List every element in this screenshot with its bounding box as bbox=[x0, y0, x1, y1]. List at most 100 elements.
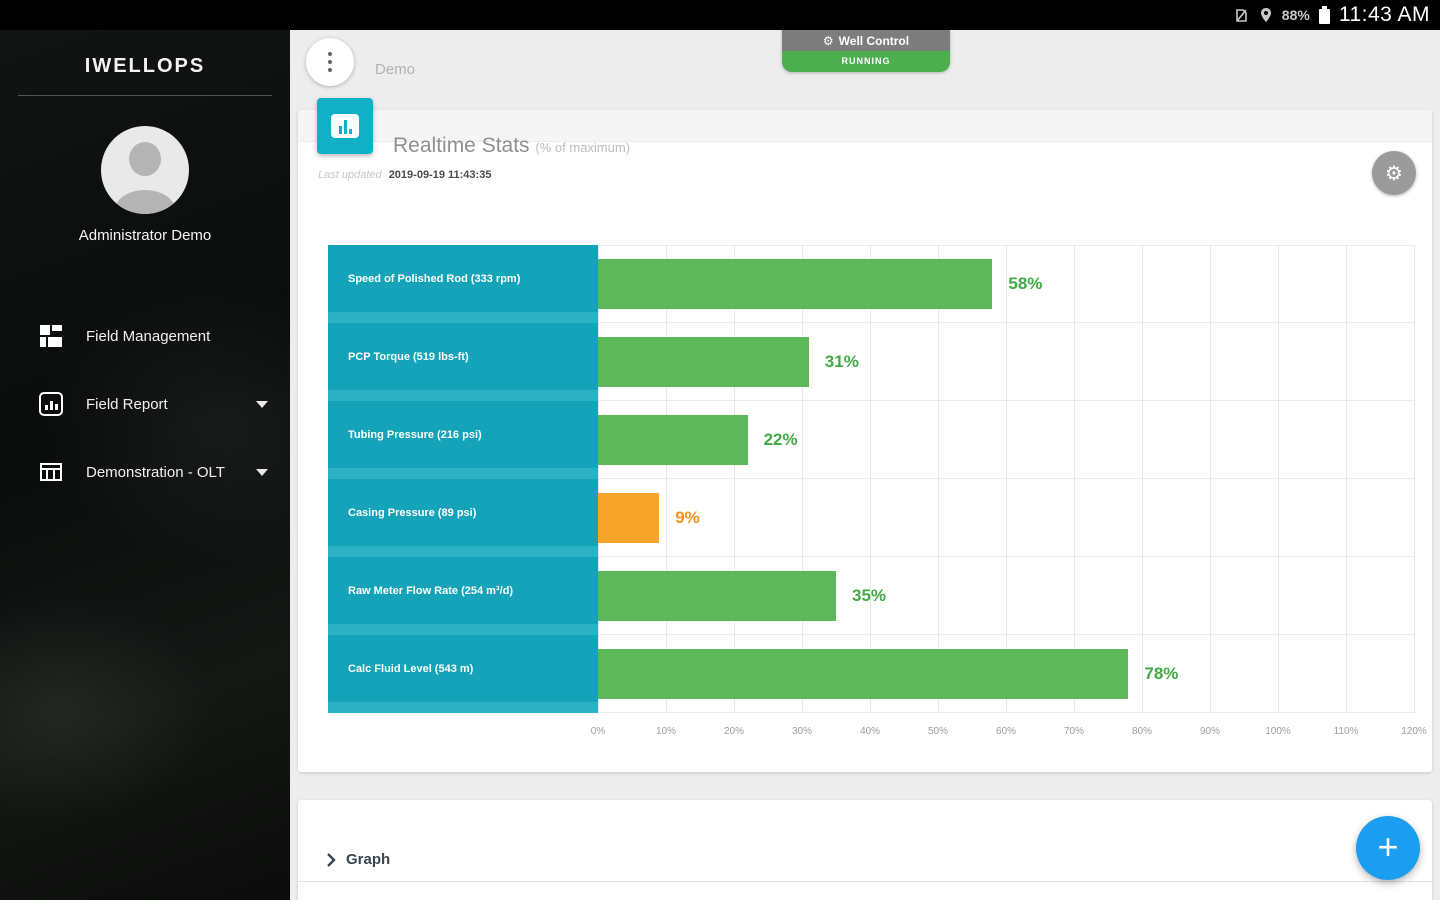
status-bar: 88% 11:43 AM bbox=[0, 0, 1440, 30]
chevron-down-icon[interactable] bbox=[256, 400, 268, 408]
dot bbox=[328, 68, 332, 72]
x-tick-label: 80% bbox=[1131, 726, 1152, 737]
x-tick-label: 90% bbox=[1199, 726, 1221, 737]
no-sim-icon bbox=[1232, 6, 1250, 24]
x-axis: 0% 10% 20% 30% 40% 50% 60% 70% 80% 90% 100% 110% 120… bbox=[591, 718, 1427, 740]
chart-bar bbox=[598, 570, 836, 621]
gear-icon: ⚙ bbox=[1385, 161, 1403, 185]
gridline bbox=[802, 245, 803, 713]
x-tick-label: 100% bbox=[1265, 726, 1291, 737]
report-icon bbox=[38, 391, 64, 417]
more-options-button[interactable] bbox=[306, 38, 354, 86]
well-control-header: ⚙ Well Control bbox=[782, 30, 950, 51]
gridline bbox=[1346, 245, 1347, 713]
last-updated-value: 2019-09-19 11:43:35 bbox=[388, 169, 492, 181]
grid-icon bbox=[38, 323, 64, 349]
x-tick-label: 20% bbox=[723, 726, 744, 737]
app-title: IWELLOPS bbox=[84, 55, 206, 77]
chart-bar-value: 78% bbox=[1144, 663, 1179, 683]
chart-category-label: Calc Fluid Level (543 m) bbox=[348, 662, 474, 675]
well-control-badge[interactable]: ⚙ Well Control RUNNING bbox=[782, 30, 950, 72]
gridline bbox=[1074, 245, 1075, 713]
gridline bbox=[938, 245, 939, 713]
sidebar-item-field-report[interactable]: Field Report bbox=[0, 370, 290, 438]
battery-icon bbox=[1318, 5, 1331, 25]
chart-bar-value: 58% bbox=[1008, 274, 1043, 293]
chart-bar-value: 9% bbox=[675, 507, 700, 527]
chart-category-cell: PCP Torque (519 lbs-ft) bbox=[328, 323, 598, 401]
well-control-status: RUNNING bbox=[782, 51, 950, 72]
battery-percent: 88% bbox=[1281, 7, 1310, 23]
chart-category-cell: Casing Pressure (89 psi) bbox=[328, 479, 598, 557]
x-tick-label: 110% bbox=[1333, 726, 1359, 737]
sidebar-menu: Field Management Field Report Demonstrat… bbox=[0, 302, 290, 506]
gridline bbox=[1414, 245, 1415, 713]
bar-chart: Speed of Polished Rod (333 rpm) 58% PCP … bbox=[328, 245, 1414, 713]
chart-category-label: Tubing Pressure (216 psi) bbox=[348, 428, 482, 441]
settings-button[interactable]: ⚙ bbox=[1372, 151, 1416, 195]
chart-bar-value: 31% bbox=[824, 351, 859, 371]
gridline bbox=[869, 245, 871, 713]
graph-label: Graph bbox=[346, 851, 391, 868]
chart-bar bbox=[598, 492, 660, 543]
graph-expander[interactable]: Graph bbox=[298, 838, 1432, 882]
well-control-label: Well Control bbox=[838, 34, 910, 48]
bar-chart-glyph bbox=[331, 114, 359, 138]
chevron-right-icon bbox=[327, 852, 336, 867]
chart-category-cell: Speed of Polished Rod (333 rpm) bbox=[328, 245, 598, 323]
bar-chart-icon[interactable] bbox=[317, 98, 373, 154]
card-header-strip bbox=[298, 110, 1432, 142]
chart-category-label: PCP Torque (519 lbs-ft) bbox=[348, 350, 469, 363]
gridline bbox=[598, 245, 599, 713]
gridline bbox=[1210, 245, 1211, 713]
gear-icon: ⚙ bbox=[822, 34, 834, 48]
x-tick-label: 50% bbox=[927, 726, 949, 737]
avatar-head bbox=[129, 142, 161, 176]
chart-bar-value: 22% bbox=[763, 429, 798, 449]
chart-category-cell: Raw Meter Flow Rate (254 m³/d) bbox=[328, 557, 598, 635]
chart-bar-value: 35% bbox=[852, 585, 887, 605]
dot bbox=[328, 60, 332, 64]
chart-category-cell: Calc Fluid Level (543 m) bbox=[328, 635, 598, 713]
realtime-stats-card: Realtime Stats (% of maximum) Last updat… bbox=[298, 98, 1432, 772]
sidebar-item-demonstration-olt[interactable]: Demonstration - OLT bbox=[0, 438, 290, 506]
x-tick-label: 120% bbox=[1401, 726, 1427, 737]
x-tick-label: 60% bbox=[995, 726, 1017, 737]
chevron-down-icon[interactable] bbox=[256, 468, 268, 476]
chart-bar bbox=[598, 648, 1129, 699]
x-tick-label: 30% bbox=[791, 726, 813, 737]
chart-gridlines bbox=[598, 245, 1415, 713]
gridline bbox=[733, 245, 735, 713]
sidebar-divider bbox=[18, 95, 272, 96]
chart-category-label: Speed of Polished Rod (333 rpm) bbox=[348, 272, 521, 285]
gridline bbox=[1006, 245, 1007, 713]
add-button[interactable]: + bbox=[1356, 816, 1420, 880]
avatar-body bbox=[115, 190, 175, 214]
plus-icon: + bbox=[1377, 825, 1399, 867]
stats-subtitle: (% of maximum) bbox=[535, 140, 631, 155]
clock: 11:43 AM bbox=[1338, 3, 1430, 26]
gridline bbox=[1278, 245, 1279, 713]
chart-category-label: Casing Pressure (89 psi) bbox=[348, 506, 477, 519]
building-icon bbox=[38, 459, 64, 485]
gridline bbox=[1141, 245, 1143, 713]
last-updated: Last updated 2019-09-19 11:43:35 bbox=[318, 169, 491, 181]
location-icon bbox=[1258, 6, 1274, 24]
chart-category-cell: Tubing Pressure (216 psi) bbox=[328, 401, 598, 479]
x-tick-label: 40% bbox=[859, 726, 880, 737]
stats-title: Realtime Stats (% of maximum) bbox=[393, 134, 631, 157]
user-name: Administrator Demo bbox=[78, 227, 212, 244]
graph-card: Graph bbox=[298, 800, 1432, 900]
last-updated-label: Last updated bbox=[318, 169, 382, 181]
sidebar: IWELLOPS Administrator Demo Field Manage… bbox=[0, 30, 290, 900]
chart-category-label: Raw Meter Flow Rate (254 m³/d) bbox=[348, 584, 514, 597]
gridline bbox=[665, 245, 667, 713]
avatar bbox=[101, 126, 189, 214]
chart-bar bbox=[598, 414, 748, 465]
chart-bar bbox=[598, 259, 993, 309]
x-tick-label: 10% bbox=[655, 726, 676, 737]
chart-bar bbox=[598, 336, 809, 387]
sidebar-item-field-management[interactable]: Field Management bbox=[0, 302, 290, 370]
x-tick-label: 0% bbox=[590, 726, 606, 737]
